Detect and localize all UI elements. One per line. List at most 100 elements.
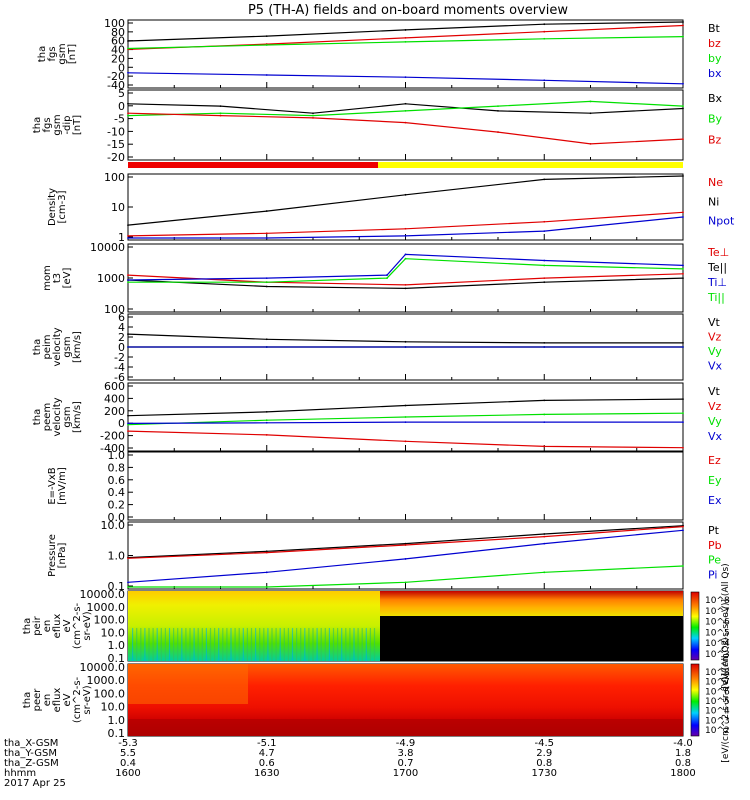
data-point — [543, 264, 546, 267]
data-point — [404, 283, 407, 286]
spectrogram-stripe — [267, 628, 269, 661]
ytick-label: 1000.0 — [87, 674, 126, 687]
series-line-Ne — [127, 211, 684, 237]
ytick-label: 0.1 — [108, 652, 126, 665]
spectrogram-stripe — [250, 628, 253, 661]
legend-Ti||: Ti|| — [707, 291, 725, 304]
ytick-label: -20 — [107, 70, 125, 83]
data-point — [265, 551, 268, 554]
data-point — [312, 112, 314, 115]
ylabel: E=-VxB[mV/m] — [47, 467, 68, 505]
data-point — [404, 109, 407, 112]
data-point — [543, 399, 546, 402]
footer-value: 1730 — [532, 768, 557, 779]
data-point — [127, 274, 129, 276]
data-point — [265, 338, 268, 341]
footer-value: 1630 — [254, 768, 279, 779]
ylabel: Pressure[nPa] — [47, 534, 68, 577]
ytick-label: 6 — [118, 311, 125, 324]
data-point — [127, 430, 129, 432]
footer-value: 1700 — [393, 768, 418, 779]
data-point — [404, 102, 407, 105]
spectrogram-stripe — [173, 628, 175, 661]
colorbar-tick: 10^4 — [705, 707, 730, 717]
ytick-label: 60 — [111, 35, 125, 48]
data-point — [127, 333, 129, 335]
data-point — [682, 421, 684, 424]
legend-Bx: Bx — [708, 92, 723, 105]
ytick-label: -10 — [107, 125, 125, 138]
data-point — [682, 175, 684, 177]
spectrogram-stripe — [255, 628, 257, 661]
legend-Vy: Vy — [708, 415, 722, 428]
ytick-label: -400 — [100, 442, 125, 455]
peir-spectrogram — [128, 591, 683, 661]
data-point — [265, 419, 268, 422]
ytick-label: 1.0 — [108, 550, 126, 563]
data-point — [404, 544, 407, 546]
ytick-label: 4 — [118, 321, 125, 334]
footer-value: 1600 — [115, 768, 140, 779]
colorbar-tick: 10^8 — [705, 668, 730, 678]
panel-frame — [127, 173, 684, 241]
data-point — [543, 79, 546, 82]
spectrogram-stripe — [324, 628, 326, 661]
footer-row-label: 2017 Apr 25 — [4, 778, 66, 789]
colorbar-tick: 10^7 — [705, 678, 730, 688]
spectrogram-stripe — [201, 628, 203, 661]
spectrogram-stripe — [361, 628, 363, 661]
data-point — [404, 253, 407, 256]
footer-value: 3.8 — [398, 748, 414, 759]
data-point — [682, 21, 684, 23]
spectrogram-stripe — [205, 628, 207, 661]
mode-bar-fast — [378, 162, 683, 168]
data-point — [543, 571, 546, 574]
data-point — [543, 277, 546, 280]
data-point — [682, 268, 684, 270]
ytick-label: 1.0 — [108, 449, 126, 462]
data-point — [497, 105, 499, 108]
ytick-label: -40 — [107, 79, 125, 92]
spectrogram-stripe — [332, 628, 335, 661]
data-point — [682, 277, 684, 280]
spectrogram-stripe — [164, 628, 166, 661]
data-point — [589, 142, 592, 145]
spectrogram-stripe — [136, 628, 138, 661]
data-point — [682, 341, 684, 344]
spectrogram-stripe — [185, 628, 187, 661]
footer-value: 0.8 — [675, 758, 691, 769]
ytick-label: 20 — [111, 52, 125, 65]
data-point — [265, 74, 268, 76]
ytick-label: 0.6 — [108, 474, 126, 487]
colorbar-tick: 10^6 — [705, 618, 730, 628]
ytick-label: 0 — [118, 417, 125, 430]
ytick-label: 1000.0 — [87, 601, 126, 614]
footer-value: 1800 — [670, 768, 695, 779]
data-point — [219, 112, 222, 115]
data-point — [682, 264, 684, 267]
ytick-label: 10000.0 — [80, 588, 126, 601]
legend-Vy: Vy — [708, 345, 722, 358]
footer-row-label: tha_Y-GSM — [4, 748, 57, 759]
spectrogram-stripe — [263, 628, 265, 661]
legend-Vt: Vt — [708, 385, 721, 398]
spectrogram-stripe — [328, 628, 330, 661]
spectrogram-stripe — [365, 628, 367, 661]
data-point — [404, 29, 407, 31]
data-point — [219, 105, 222, 108]
colorbar-tick: 10^4 — [705, 639, 730, 649]
ytick-label: 10000.0 — [80, 661, 126, 674]
data-point — [127, 414, 129, 417]
data-point — [404, 121, 407, 124]
data-point — [543, 230, 546, 233]
spectrogram-stripe — [189, 628, 191, 661]
ylabel: thapeirenefluxeV(cm^2-s-sr-eV) — [22, 602, 93, 649]
data-point — [589, 112, 592, 115]
ylabel: momt3[eV] — [42, 265, 73, 291]
footer-value: -5.1 — [257, 738, 277, 749]
ytick-label: -20 — [107, 151, 125, 164]
footer-value: 0.8 — [536, 758, 552, 769]
spectrogram-stripe — [353, 628, 355, 661]
